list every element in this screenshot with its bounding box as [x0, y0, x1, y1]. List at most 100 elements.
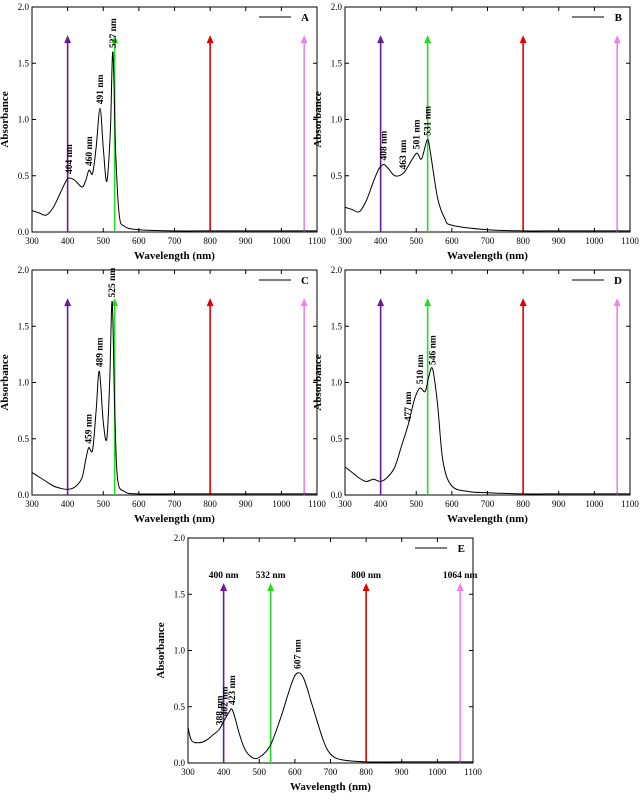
peak-label: 463 nm	[399, 140, 409, 170]
peak-label: 546 nm	[429, 335, 439, 365]
laser-arrowhead-800	[206, 298, 214, 307]
x-tick-label: 300	[338, 236, 352, 246]
y-tick-label: 1.5	[331, 321, 343, 331]
y-axis-label: Absorbance	[0, 354, 11, 410]
x-tick-label: 700	[168, 499, 182, 509]
y-tick-label: 0.5	[331, 434, 343, 444]
panel-e: 300 400 500 600 700 800 900 1000 1100 0.0 0.5 1.0 1.…	[155, 533, 482, 793]
x-tick-label: 800	[516, 236, 530, 246]
x-tick-label: 600	[445, 236, 459, 246]
plot-frame	[31, 6, 318, 233]
panel-a: 300 400 500 600 700 800 900 1000 1100 0.0 0.5 1.0 1.…	[0, 2, 326, 262]
laser-arrowhead-800	[206, 35, 214, 44]
legend-label: B	[615, 12, 623, 24]
x-tick-label: 900	[239, 236, 253, 246]
x-tick-label: 600	[288, 767, 302, 777]
x-tick-label: 700	[168, 236, 182, 246]
laser-arrowhead-800	[519, 35, 527, 44]
x-tick-label: 400	[61, 499, 75, 509]
laser-arrowhead-532	[424, 35, 432, 44]
laser-arrowhead-1064	[613, 35, 621, 44]
y-tick-label: 0.0	[18, 490, 30, 500]
x-tick-label: 1000	[585, 499, 604, 509]
x-tick-label: 400	[374, 236, 388, 246]
laser-arrowhead-1064	[300, 298, 308, 307]
laser-label-400: 400 nm	[209, 571, 239, 581]
y-tick-label: 0.0	[18, 227, 30, 237]
laser-arrowhead-400	[220, 583, 228, 591]
peak-label: 607 nm	[293, 639, 303, 669]
x-tick-label: 700	[481, 499, 495, 509]
x-tick-label: 700	[481, 236, 495, 246]
y-tick-label: 0.5	[18, 434, 30, 444]
x-tick-label: 800	[359, 767, 373, 777]
x-tick-label: 1000	[428, 767, 447, 777]
y-tick-label: 2.0	[331, 265, 343, 275]
y-axis-label: Absorbance	[312, 354, 324, 410]
y-tick-label: 0.0	[331, 227, 343, 237]
x-tick-label: 500	[410, 236, 424, 246]
y-tick-label: 2.0	[18, 2, 30, 12]
laser-arrowhead-1064	[300, 35, 308, 44]
laser-arrowhead-400	[377, 298, 385, 307]
laser-arrowhead-800	[519, 298, 527, 307]
x-tick-label: 900	[239, 499, 253, 509]
y-axis-label: Absorbance	[312, 91, 324, 147]
peak-label: 423 nm	[228, 675, 238, 705]
peak-label: 404 nm	[65, 144, 75, 174]
spectrum-line	[344, 367, 630, 495]
laser-label-1064: 1064 nm	[443, 571, 478, 581]
x-tick-label: 500	[410, 499, 424, 509]
y-tick-label: 0.5	[174, 702, 186, 712]
spectrum-line	[31, 300, 317, 495]
x-tick-label: 300	[181, 767, 195, 777]
panel-d: 300 400 500 600 700 800 900 1000 1100 0.0 0.5 1.0 1.…	[312, 265, 639, 525]
panel-c: 300 400 500 600 700 800 900 1000 1100 0.0 0.5 1.0 1.…	[0, 265, 326, 525]
x-axis-label: Wavelength (nm)	[447, 250, 528, 262]
laser-arrowhead-532	[111, 298, 119, 307]
x-tick-label: 500	[253, 767, 267, 777]
peak-label: 510 nm	[416, 354, 426, 384]
y-tick-label: 1.5	[18, 321, 30, 331]
x-tick-label: 500	[97, 499, 111, 509]
x-tick-label: 1100	[308, 236, 326, 246]
x-tick-label: 900	[552, 236, 566, 246]
y-tick-label: 2.0	[18, 265, 30, 275]
y-tick-label: 1.5	[331, 58, 343, 68]
peak-label: 531 nm	[423, 106, 433, 136]
y-tick-label: 1.0	[331, 115, 343, 125]
x-tick-label: 600	[132, 236, 146, 246]
legend-label: E	[458, 543, 465, 555]
x-tick-label: 900	[552, 499, 566, 509]
spectrum-line	[187, 672, 473, 763]
peak-label: 460 nm	[85, 136, 95, 166]
x-tick-label: 300	[25, 499, 39, 509]
laser-arrowhead-1064	[613, 298, 621, 307]
x-tick-label: 1100	[621, 236, 639, 246]
panel-b: 300 400 500 600 700 800 900 1000 1100 0.0 0.5 1.0 1.…	[312, 2, 639, 262]
x-tick-label: 400	[374, 499, 388, 509]
y-tick-label: 1.0	[331, 378, 343, 388]
laser-label-532: 532 nm	[256, 571, 286, 581]
x-tick-label: 800	[516, 499, 530, 509]
peak-label: 491 nm	[96, 74, 106, 104]
legend-label: A	[301, 12, 309, 24]
x-tick-label: 1000	[585, 236, 604, 246]
plot-frame	[31, 269, 318, 496]
x-axis-label: Wavelength (nm)	[447, 513, 528, 525]
spectrum-line	[31, 51, 317, 232]
y-tick-label: 1.0	[18, 378, 30, 388]
y-tick-label: 0.5	[18, 171, 30, 181]
x-tick-label: 500	[97, 236, 111, 246]
laser-arrowhead-400	[377, 35, 385, 44]
plot-frame	[344, 6, 631, 233]
plot-frame	[344, 269, 631, 496]
laser-arrowhead-400	[64, 35, 72, 44]
x-tick-label: 400	[217, 767, 231, 777]
x-tick-label: 1100	[308, 499, 326, 509]
peak-label: 477 nm	[404, 391, 414, 421]
laser-arrowhead-532	[267, 583, 275, 591]
x-tick-label: 800	[203, 236, 217, 246]
laser-arrowhead-400	[64, 298, 72, 307]
